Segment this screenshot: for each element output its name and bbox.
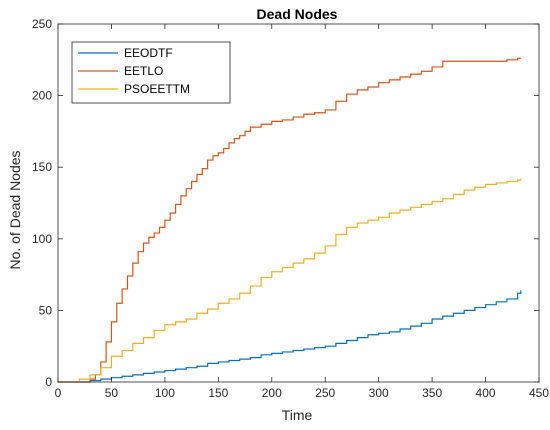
- y-tick-label: 200: [32, 89, 52, 103]
- legend-label-psoeettm: PSOEETTM: [124, 82, 190, 96]
- legend: EEODTF EETLO PSOEETTM: [71, 41, 231, 104]
- x-tick-label: 300: [369, 386, 389, 400]
- y-tick-label: 0: [45, 375, 52, 389]
- axes-box: [57, 23, 540, 383]
- axes-layer: 0 50 100 150 200 250 300 350 400 450 0 50 100 150 200 2…: [32, 17, 549, 400]
- x-tick-label: 250: [315, 386, 335, 400]
- x-tick-label: 0: [55, 386, 62, 400]
- x-tick-label: 150: [208, 386, 228, 400]
- series-layer: [58, 57, 522, 383]
- y-axis-label: No. of Dead Nodes: [7, 150, 23, 269]
- y-tick-label: 50: [39, 303, 53, 317]
- series-line-eeodtf: [58, 290, 522, 383]
- y-tick-label: 100: [32, 232, 52, 246]
- x-tick-label: 400: [476, 386, 496, 400]
- series-line-psoeettm: [58, 178, 522, 383]
- series-line-eetlo: [58, 57, 521, 383]
- y-tick-label: 250: [32, 17, 52, 31]
- x-tick-label: 450: [529, 386, 549, 400]
- x-tick-label: 350: [422, 386, 442, 400]
- x-tick-label: 100: [155, 386, 175, 400]
- y-tick-label: 150: [32, 160, 52, 174]
- chart-title: Dead Nodes: [257, 6, 338, 22]
- legend-box: [71, 41, 231, 104]
- legend-label-eetlo: EETLO: [124, 64, 163, 78]
- x-axis-label: Time: [282, 407, 313, 423]
- x-tick-label: 50: [105, 386, 119, 400]
- legend-label-eeodtf: EEODTF: [124, 46, 173, 60]
- x-tick-label: 200: [262, 386, 282, 400]
